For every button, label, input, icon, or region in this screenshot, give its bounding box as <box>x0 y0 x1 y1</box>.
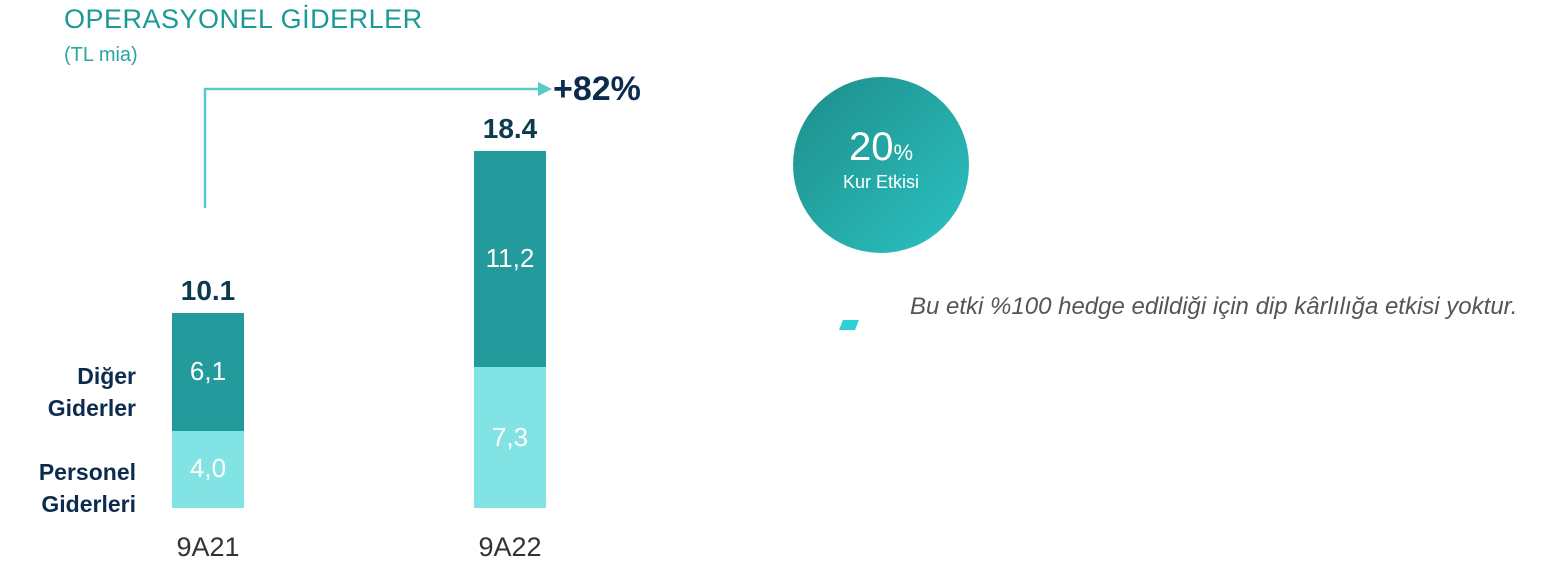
x-tick-label: 9A22 <box>478 532 542 562</box>
total-label: 10.1 <box>180 275 236 307</box>
total-label: 18.4 <box>482 112 538 144</box>
bar-segment <box>474 150 546 368</box>
legend-label: Diğer Giderler <box>47 363 136 421</box>
bar-segment <box>172 313 244 431</box>
growth-annotation: +82% <box>553 70 641 108</box>
growth-arrow <box>203 87 540 208</box>
bar-segment <box>172 430 244 508</box>
value-label: 6,1 <box>189 355 227 386</box>
highlight-content: 20% Kur Etkisi <box>793 77 969 193</box>
value-label: 4,0 <box>189 453 227 484</box>
note: Bu etki %100 hedge edildiği için dip kâr… <box>910 293 1518 320</box>
highlight-unit: % <box>893 140 914 165</box>
value-label: 7,3 <box>491 421 529 452</box>
value-label: 11,2 <box>485 243 535 274</box>
legend-label: Personel Giderleri <box>38 459 136 517</box>
x-tick-label: 9A21 <box>176 532 240 562</box>
chart-title: OPERASYONEL GİDERLER <box>64 4 423 34</box>
highlight-value: 20 <box>848 125 894 169</box>
bullet <box>839 320 859 330</box>
chart-subtitle: (TL mia) <box>64 44 138 66</box>
highlight-circle: 20% Kur Etkisi <box>793 77 969 253</box>
bar-segment <box>474 367 546 508</box>
arrow-head <box>538 82 552 96</box>
highlight-label: Kur Etkisi <box>842 172 920 192</box>
